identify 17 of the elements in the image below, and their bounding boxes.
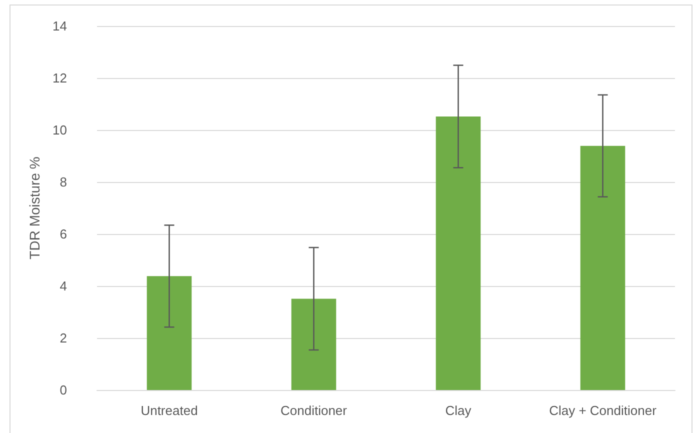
y-tick-label: 4: [60, 278, 67, 294]
x-tick-label: Conditioner: [280, 403, 348, 418]
y-tick-label: 0: [60, 382, 67, 398]
y-tick-label: 8: [60, 174, 67, 190]
y-tick-label: 2: [60, 330, 67, 346]
bar: [580, 146, 626, 390]
bar: [291, 298, 336, 390]
y-tick-label: 10: [52, 122, 67, 138]
y-tick-label: 6: [60, 226, 67, 242]
x-tick-label: Clay: [445, 403, 472, 418]
x-tick-label: Untreated: [140, 403, 198, 418]
y-tick-label: 14: [52, 18, 67, 34]
bar: [436, 116, 481, 390]
y-tick-label: 12: [52, 70, 67, 86]
bar: [146, 276, 192, 390]
y-axis-title: TDR Moisture %: [26, 156, 43, 260]
x-tick-label: Clay + Conditioner: [549, 403, 658, 418]
